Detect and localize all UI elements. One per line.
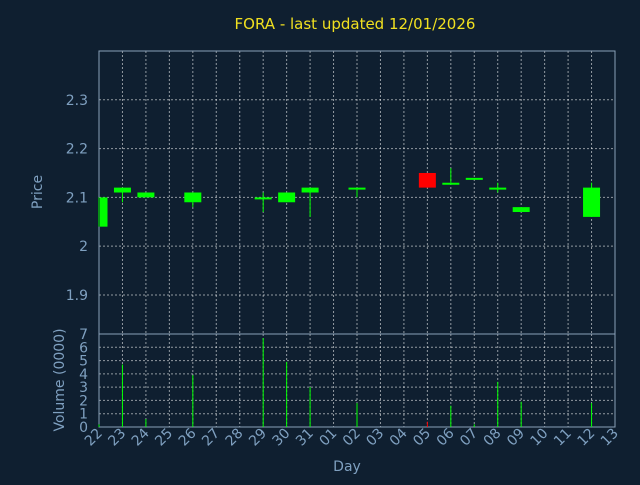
volume-tick-label: 0 <box>79 420 88 436</box>
candle-body <box>137 192 155 198</box>
x-tick-label: 05 <box>410 426 434 450</box>
volume-bars <box>98 337 593 427</box>
volume-tick-label: 3 <box>79 380 88 396</box>
x-tick-label: 01 <box>316 426 340 450</box>
x-tick-label: 27 <box>199 426 223 450</box>
candle-body <box>583 187 601 217</box>
price-tick-label: 2 <box>79 239 88 255</box>
candle-body <box>278 192 296 203</box>
price-tick-label: 2.1 <box>66 190 88 206</box>
x-tick-label: 29 <box>246 426 270 450</box>
chart-title: FORA - last updated 12/01/2026 <box>235 15 476 33</box>
x-tick-label: 26 <box>176 425 200 449</box>
x-tick-label: 03 <box>363 426 387 450</box>
candle-body <box>512 207 530 213</box>
x-tick-label: 02 <box>340 426 364 450</box>
x-tick-label: 09 <box>504 426 528 450</box>
candle-body <box>184 192 202 203</box>
x-tick-label: 07 <box>457 426 481 450</box>
candle-body <box>254 197 272 200</box>
x-tick-label: 11 <box>551 426 575 450</box>
volume-tick-label: 1 <box>79 407 88 423</box>
x-tick-label: 30 <box>270 426 294 450</box>
price-axis-label: Price <box>30 175 46 209</box>
price-y-ticks: 1.9 2 2.1 2.2 2.3 <box>66 93 88 304</box>
x-tick-label: 24 <box>129 425 153 449</box>
x-tick-label: 10 <box>528 426 552 450</box>
volume-tick-label: 2 <box>79 393 88 409</box>
x-tick-label: 04 <box>387 425 411 449</box>
volume-axis-label: Volume (0000) <box>52 328 68 431</box>
candle-body <box>348 187 366 190</box>
volume-tick-label: 7 <box>79 327 88 343</box>
volume-tick-label: 5 <box>79 354 88 370</box>
price-tick-label: 2.2 <box>66 142 88 158</box>
x-tick-label: 28 <box>223 426 247 450</box>
candles <box>98 168 601 227</box>
candle-body <box>465 177 483 180</box>
price-tick-label: 2.3 <box>66 93 88 109</box>
x-tick-label: 23 <box>105 426 129 450</box>
candle-body <box>418 172 436 188</box>
candle-body <box>489 187 507 190</box>
volume-tick-label: 6 <box>79 340 88 356</box>
candle-body <box>442 182 460 185</box>
price-tick-label: 1.9 <box>66 288 88 304</box>
volume-tick-label: 4 <box>79 367 88 383</box>
candle-body <box>113 187 131 193</box>
x-tick-label: 25 <box>152 426 176 450</box>
x-tick-label: 06 <box>434 425 458 449</box>
x-ticks: 22 23 24 25 26 27 28 29 30 31 01 02 03 04 05 06 07 08 09 10… <box>82 425 622 449</box>
x-tick-label: 13 <box>598 426 622 450</box>
x-tick-label: 08 <box>481 426 505 450</box>
candle-body <box>301 187 319 193</box>
x-tick-label: 12 <box>574 426 598 450</box>
candle-body <box>100 197 108 227</box>
x-tick-label: 31 <box>293 426 317 450</box>
x-axis-label: Day <box>333 459 361 475</box>
